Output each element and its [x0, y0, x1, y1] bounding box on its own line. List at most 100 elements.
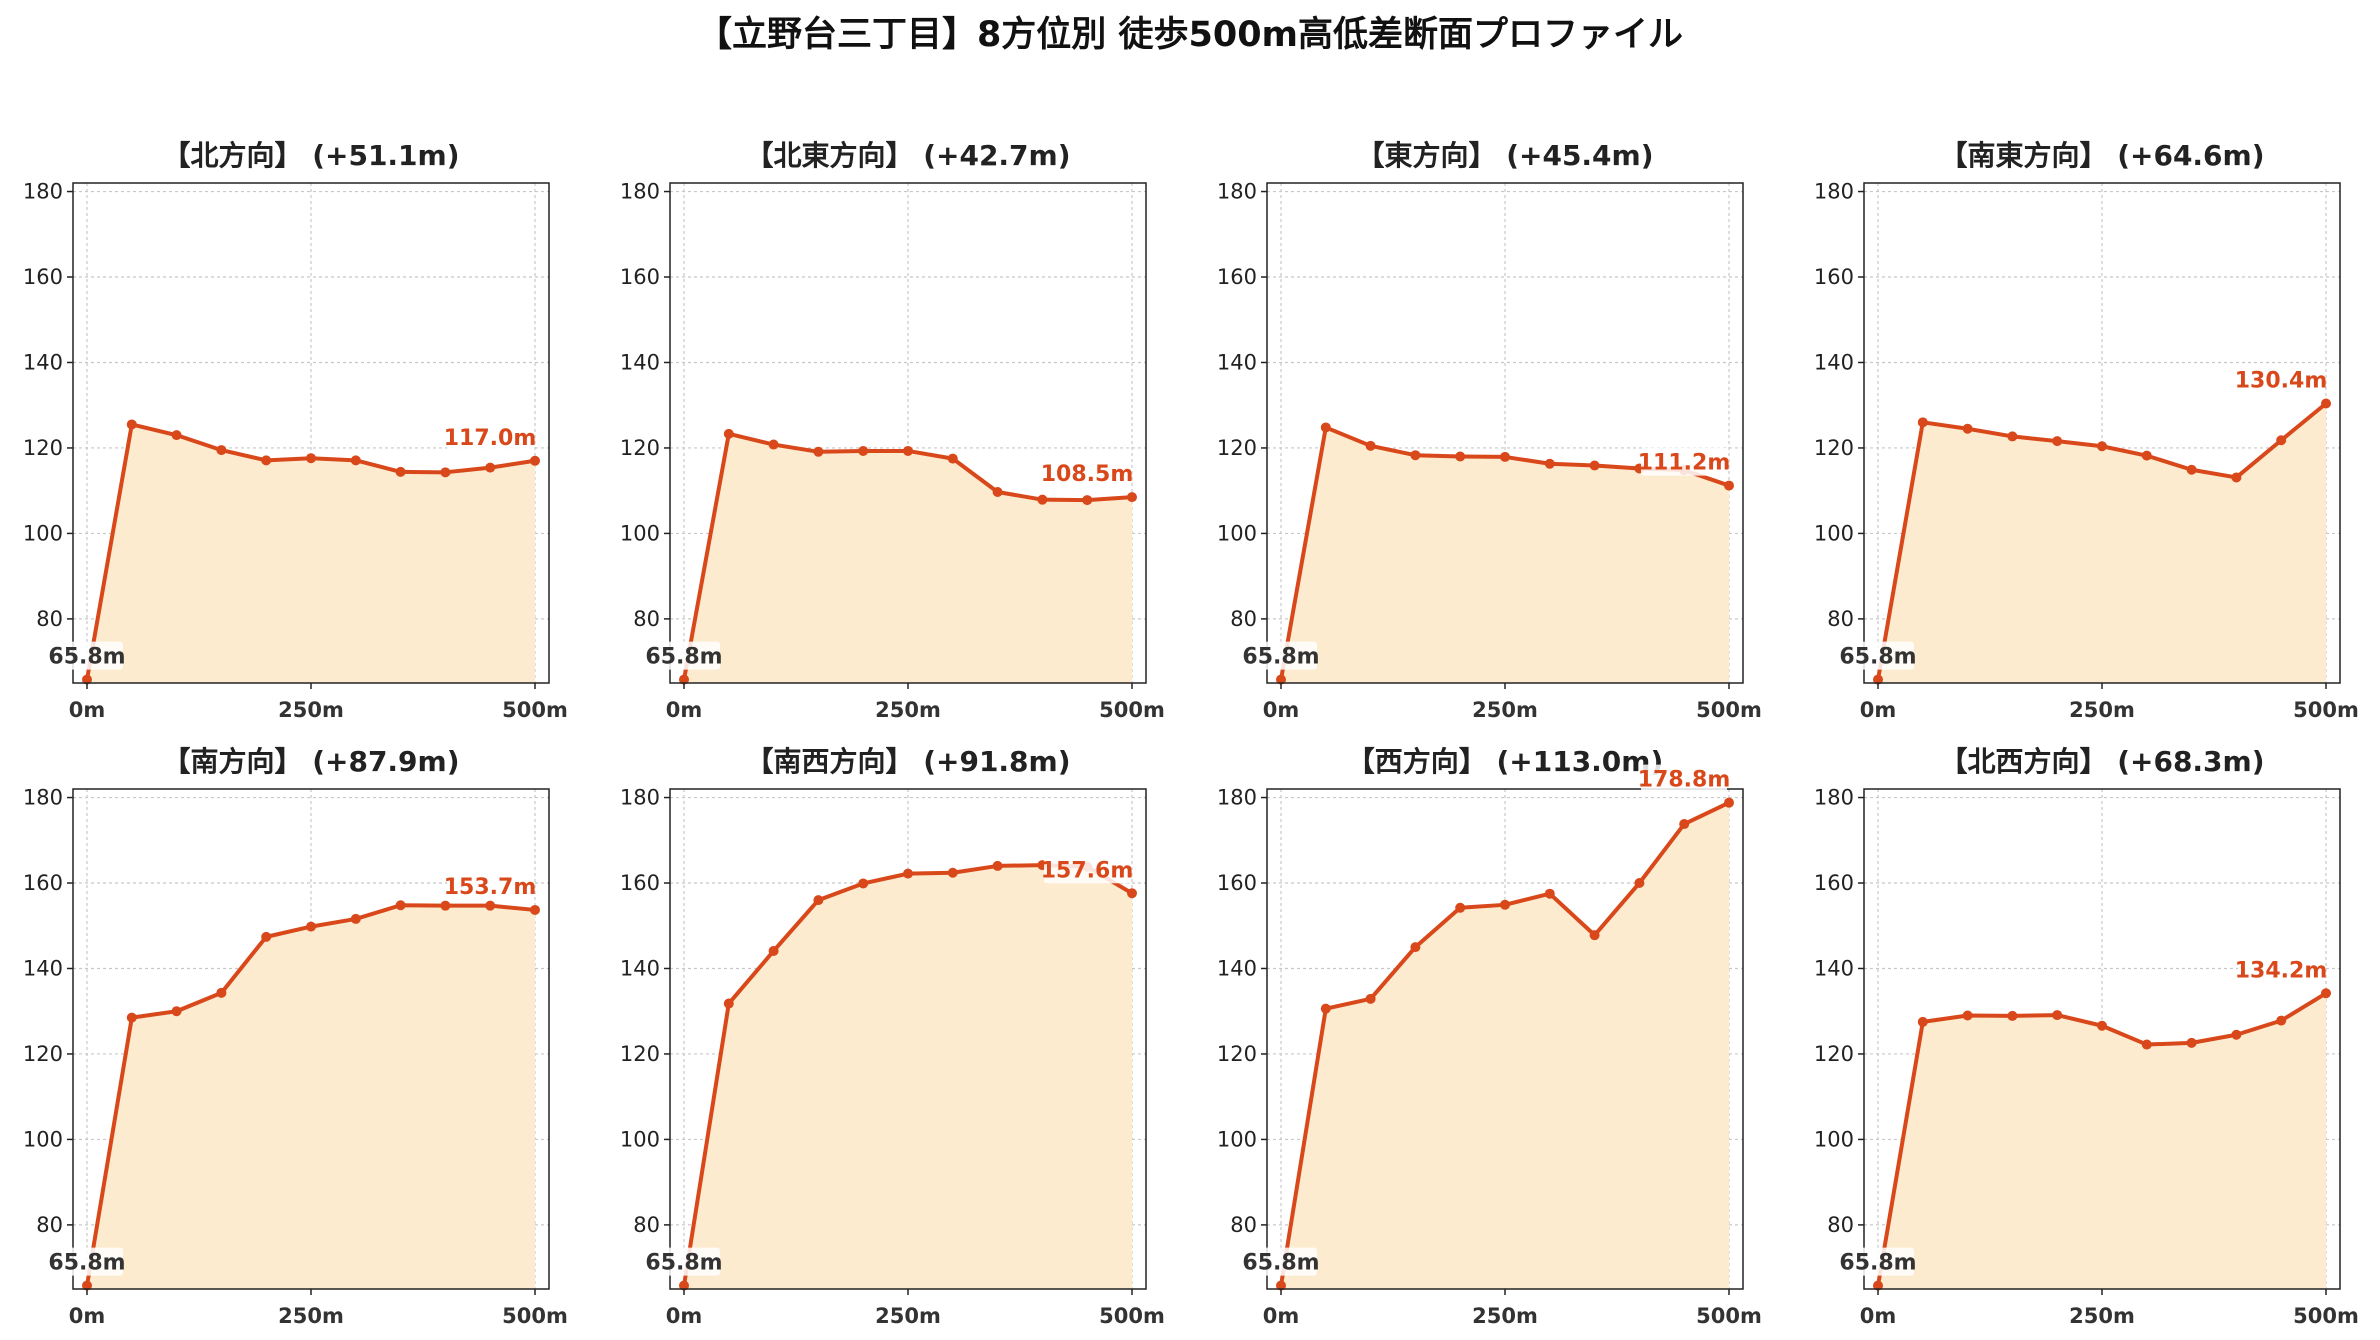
chart-panel-7: 【西方向】 (+113.0m) 80 100 120 140 160 180 0m 250m 50… — [1217, 745, 1762, 1328]
x-tick-label: 0m — [69, 698, 106, 722]
y-tick-label: 140 — [1814, 350, 1854, 374]
y-tick-label: 180 — [620, 786, 660, 810]
data-point — [1873, 674, 1883, 685]
panel-title: 【北方向】 (+51.1m) — [162, 139, 459, 172]
y-tick-label: 100 — [1814, 521, 1854, 545]
y-tick-label: 180 — [23, 786, 63, 810]
data-point — [1082, 495, 1093, 506]
area-fill — [684, 865, 1132, 1289]
y-tick-label: 180 — [23, 180, 63, 204]
data-point — [1455, 451, 1466, 462]
x-tick-label: 500m — [2293, 698, 2359, 722]
chart-panel-6: 【南西方向】 (+91.8m) 80 100 120 140 160 180 0m 250m 50… — [620, 745, 1165, 1328]
chart-panel-1: 【北方向】 (+51.1m) 80 100 120 140 160 180 0m 250m 500… — [23, 139, 568, 722]
end-label-box — [2238, 365, 2324, 394]
panel-title: 【北東方向】 (+42.7m) — [745, 139, 1070, 172]
y-tick-label: 140 — [1814, 956, 1854, 980]
end-label-box — [1044, 459, 1130, 488]
data-point — [1276, 1280, 1286, 1291]
data-point — [2097, 441, 2107, 452]
data-point — [679, 1280, 689, 1291]
data-point — [2186, 1037, 2197, 1048]
start-label-box — [1842, 641, 1914, 670]
data-point — [1724, 480, 1734, 491]
start-label: 65.8m — [48, 1251, 125, 1276]
chart-panel-2: 【北東方向】 (+42.7m) 80 100 120 140 160 180 0m 250m 50… — [620, 139, 1165, 722]
y-tick-label: 160 — [620, 871, 660, 895]
data-point — [947, 453, 958, 464]
y-tick-label: 100 — [1217, 521, 1257, 545]
y-tick-label: 120 — [23, 436, 63, 460]
end-label: 178.8m — [1638, 768, 1731, 793]
data-point — [1500, 899, 1510, 910]
x-tick-label: 0m — [69, 1304, 106, 1328]
data-point — [2052, 1010, 2063, 1021]
y-tick-label: 160 — [620, 265, 660, 289]
data-point — [82, 1280, 92, 1291]
end-label: 111.2m — [1638, 451, 1731, 476]
y-tick-label: 140 — [23, 956, 63, 980]
y-tick-label: 120 — [1217, 436, 1257, 460]
data-point — [903, 445, 913, 456]
x-tick-label: 0m — [1263, 698, 1300, 722]
data-point — [2276, 1015, 2287, 1026]
x-tick-label: 500m — [1696, 698, 1762, 722]
y-tick-label: 80 — [36, 607, 63, 631]
data-point — [306, 921, 316, 932]
data-point — [395, 900, 406, 911]
data-point — [261, 455, 272, 466]
data-point — [350, 913, 361, 924]
end-label: 117.0m — [444, 426, 537, 451]
x-tick-label: 0m — [1263, 1304, 1300, 1328]
data-point — [1589, 930, 1600, 941]
y-tick-label: 140 — [1217, 350, 1257, 374]
panel-title: 【西方向】 (+113.0m) — [1347, 745, 1664, 778]
y-tick-label: 120 — [1217, 1042, 1257, 1066]
data-point — [1544, 888, 1555, 899]
data-point — [171, 430, 182, 441]
data-point — [2231, 472, 2242, 483]
data-point — [1127, 888, 1137, 899]
data-point — [858, 445, 869, 456]
x-tick-label: 0m — [1860, 1304, 1897, 1328]
y-tick-label: 120 — [620, 436, 660, 460]
data-point — [1962, 423, 1973, 434]
y-tick-label: 160 — [1217, 871, 1257, 895]
x-tick-label: 250m — [2069, 698, 2135, 722]
y-tick-label: 80 — [633, 607, 660, 631]
y-tick-label: 80 — [36, 1213, 63, 1237]
end-label: 153.7m — [444, 875, 537, 900]
start-label: 65.8m — [1242, 645, 1319, 670]
end-label-box — [2238, 955, 2324, 984]
data-point — [2276, 435, 2287, 446]
data-point — [530, 904, 540, 915]
data-point — [2007, 1010, 2018, 1021]
panel-title: 【北西方向】 (+68.3m) — [1939, 745, 2264, 778]
y-tick-label: 180 — [1217, 180, 1257, 204]
end-label: 130.4m — [2235, 369, 2328, 394]
data-point — [1873, 1280, 1883, 1291]
data-point — [82, 674, 92, 685]
data-point — [1455, 902, 1466, 913]
data-point — [1917, 417, 1928, 428]
data-point — [171, 1006, 182, 1017]
data-point — [2186, 464, 2197, 475]
y-tick-label: 80 — [1827, 1213, 1854, 1237]
area-fill — [1281, 427, 1729, 683]
data-point — [2321, 398, 2331, 409]
y-tick-label: 100 — [620, 1127, 660, 1151]
y-tick-label: 160 — [1814, 265, 1854, 289]
data-point — [992, 486, 1003, 497]
data-point — [2321, 988, 2331, 999]
data-point — [2141, 450, 2152, 461]
y-tick-label: 100 — [23, 1127, 63, 1151]
area-fill — [87, 424, 535, 683]
data-point — [858, 878, 869, 889]
data-point — [530, 455, 540, 466]
data-point — [1365, 993, 1376, 1004]
data-point — [1679, 819, 1690, 830]
start-label: 65.8m — [1839, 645, 1916, 670]
y-tick-label: 160 — [1217, 265, 1257, 289]
start-label: 65.8m — [1839, 1251, 1916, 1276]
